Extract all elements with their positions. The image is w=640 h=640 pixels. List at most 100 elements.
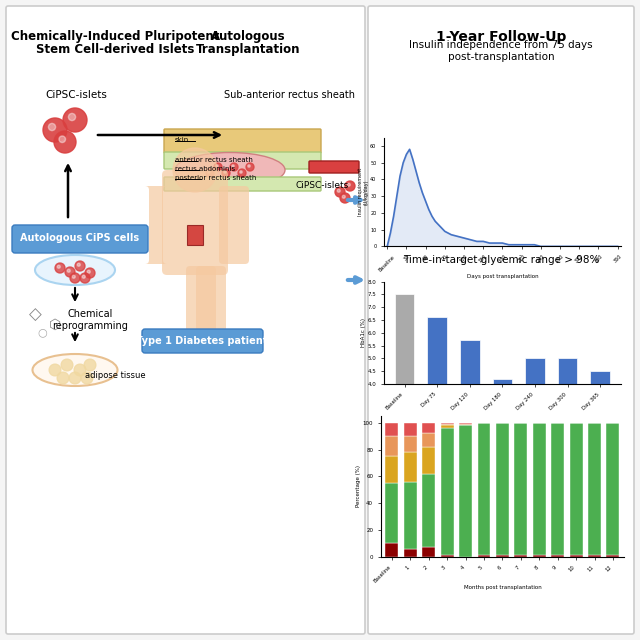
Text: Decrease in glycated hemoglobin: Decrease in glycated hemoglobin <box>413 150 589 160</box>
Bar <box>570 422 582 556</box>
Circle shape <box>77 263 80 266</box>
Circle shape <box>49 364 61 376</box>
Bar <box>441 422 454 424</box>
FancyBboxPatch shape <box>164 177 321 191</box>
Text: rectus abdominis: rectus abdominis <box>175 166 235 172</box>
Text: Chemically-Induced Pluripotent: Chemically-Induced Pluripotent <box>11 30 219 43</box>
Circle shape <box>85 268 95 278</box>
Circle shape <box>43 118 67 142</box>
Circle shape <box>232 164 234 167</box>
Bar <box>422 422 435 433</box>
Circle shape <box>65 267 75 277</box>
FancyBboxPatch shape <box>6 6 365 634</box>
Bar <box>570 556 582 557</box>
Text: anterior rectus sheath: anterior rectus sheath <box>175 157 253 163</box>
Text: Transplantation: Transplantation <box>196 43 300 56</box>
Bar <box>385 422 398 436</box>
Text: adipose tissue: adipose tissue <box>84 371 145 380</box>
Bar <box>525 358 545 486</box>
Circle shape <box>340 193 350 203</box>
Bar <box>477 422 490 556</box>
Circle shape <box>87 270 90 273</box>
Ellipse shape <box>35 255 115 285</box>
Circle shape <box>68 113 76 120</box>
Bar <box>558 358 577 486</box>
Circle shape <box>67 269 70 272</box>
Circle shape <box>69 372 81 384</box>
FancyBboxPatch shape <box>164 129 321 153</box>
Bar <box>551 422 564 556</box>
Bar <box>385 483 398 543</box>
Bar <box>532 422 546 556</box>
Circle shape <box>342 195 345 198</box>
FancyBboxPatch shape <box>12 225 148 253</box>
Bar <box>422 433 435 447</box>
Circle shape <box>75 261 85 271</box>
Circle shape <box>81 372 93 384</box>
Bar <box>422 447 435 474</box>
Text: ⬡: ⬡ <box>49 318 61 332</box>
Text: ○: ○ <box>37 327 47 337</box>
Bar <box>441 556 454 557</box>
Bar <box>515 556 527 557</box>
Ellipse shape <box>33 354 118 386</box>
Y-axis label: Percentage (%): Percentage (%) <box>356 465 361 508</box>
Bar <box>515 422 527 556</box>
Circle shape <box>222 169 230 177</box>
FancyBboxPatch shape <box>142 329 263 353</box>
Bar <box>422 474 435 547</box>
Circle shape <box>84 359 96 371</box>
Bar <box>422 547 435 557</box>
Circle shape <box>59 136 65 143</box>
Bar <box>588 422 601 556</box>
Text: Insulin independence from 75 days
post-transplantation: Insulin independence from 75 days post-t… <box>409 40 593 61</box>
Circle shape <box>240 171 242 173</box>
Circle shape <box>337 189 340 192</box>
FancyBboxPatch shape <box>164 152 321 169</box>
Bar <box>496 422 509 556</box>
Bar <box>460 340 479 486</box>
Text: Stem Cell-derived Islets: Stem Cell-derived Islets <box>36 43 194 56</box>
Circle shape <box>55 263 65 273</box>
Bar <box>607 556 620 557</box>
FancyBboxPatch shape <box>162 170 228 275</box>
Circle shape <box>54 131 76 153</box>
Bar <box>404 422 417 436</box>
Text: Type 1 Diabetes patient: Type 1 Diabetes patient <box>136 336 268 346</box>
Bar <box>493 379 512 486</box>
Text: Autologous: Autologous <box>211 30 285 43</box>
Bar <box>441 424 454 426</box>
Bar <box>459 426 472 557</box>
Circle shape <box>57 265 60 268</box>
Circle shape <box>72 275 76 278</box>
Text: Chemical
reprogramming: Chemical reprogramming <box>52 309 128 331</box>
Circle shape <box>345 181 355 191</box>
Y-axis label: HbA1c (%): HbA1c (%) <box>361 318 366 348</box>
Circle shape <box>57 372 69 384</box>
Bar <box>385 456 398 483</box>
Circle shape <box>80 273 90 283</box>
Bar <box>607 422 620 556</box>
Text: posterior rectus sheath: posterior rectus sheath <box>175 175 257 181</box>
Circle shape <box>70 273 80 283</box>
Bar <box>441 426 454 428</box>
Bar <box>588 556 601 557</box>
Bar <box>404 548 417 557</box>
Circle shape <box>248 164 250 167</box>
X-axis label: Months post transplantation: Months post transplantation <box>463 585 541 590</box>
Bar <box>395 294 414 486</box>
Circle shape <box>206 169 214 177</box>
Circle shape <box>238 169 246 177</box>
Text: 1-Year Follow-Up: 1-Year Follow-Up <box>436 30 566 44</box>
Circle shape <box>74 364 86 376</box>
Bar <box>404 436 417 452</box>
Bar <box>428 317 447 486</box>
Bar <box>404 482 417 548</box>
Text: ◇: ◇ <box>29 306 42 324</box>
Text: Autologous CiPS cells: Autologous CiPS cells <box>20 233 140 243</box>
FancyBboxPatch shape <box>186 266 216 349</box>
Bar <box>404 452 417 482</box>
Bar <box>591 371 610 486</box>
Circle shape <box>208 171 210 173</box>
Text: Time-in-target glycemic range > 98%: Time-in-target glycemic range > 98% <box>403 255 599 265</box>
